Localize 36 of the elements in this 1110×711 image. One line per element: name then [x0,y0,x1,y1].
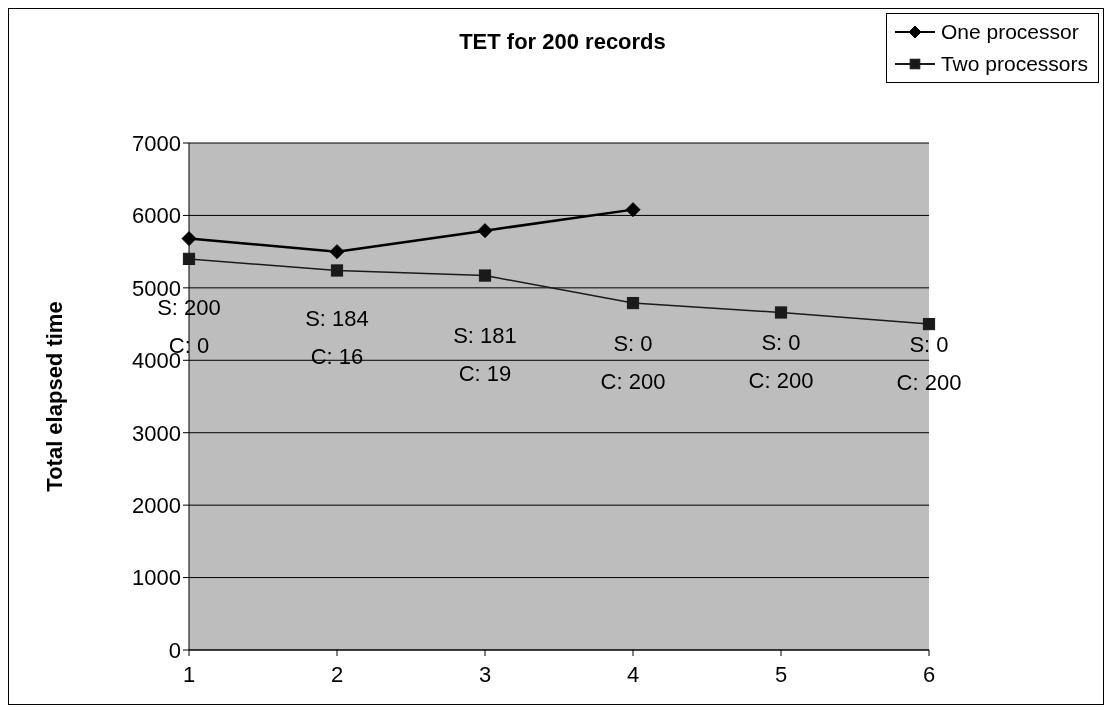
point [477,223,493,239]
point [626,296,640,310]
point [922,317,936,331]
annotation: S: 184 [305,306,369,332]
annotation: S: 0 [613,330,653,356]
x-tick-label: 2 [330,661,344,687]
chart-title: TET for 200 records [458,29,667,55]
y-tick-label: 0 [168,637,181,663]
y-axis-title: Total elapsed time [41,301,67,492]
point [329,244,345,260]
point [182,252,196,265]
annotation: C: 200 [600,368,666,394]
y-tick-label: 5000 [132,275,181,301]
x-tick-label: 5 [774,661,788,687]
annotation: C: 200 [896,369,962,395]
x-tick-label: 4 [626,661,640,687]
y-tick-label: 3000 [132,420,181,446]
x-tick-label: 6 [922,661,936,687]
annotation: S: 0 [761,330,801,356]
annotation: S: 0 [909,331,949,357]
point [478,269,492,282]
legend-label: Two processors [940,52,1088,76]
annotation: C: 19 [458,361,512,387]
y-tick-label: 2000 [132,492,181,518]
y-tick-label: 1000 [132,565,181,591]
legend-label: One processor [940,20,1079,44]
y-tick-label: 7000 [132,130,181,156]
x-tick-label: 1 [182,661,196,687]
point [625,202,641,218]
annotation: S: 181 [453,323,517,349]
point [330,264,344,277]
y-tick-label: 6000 [132,203,181,229]
point [774,306,788,319]
annotation: C: 200 [748,368,814,394]
point [181,231,197,247]
x-tick-label: 3 [478,661,492,687]
